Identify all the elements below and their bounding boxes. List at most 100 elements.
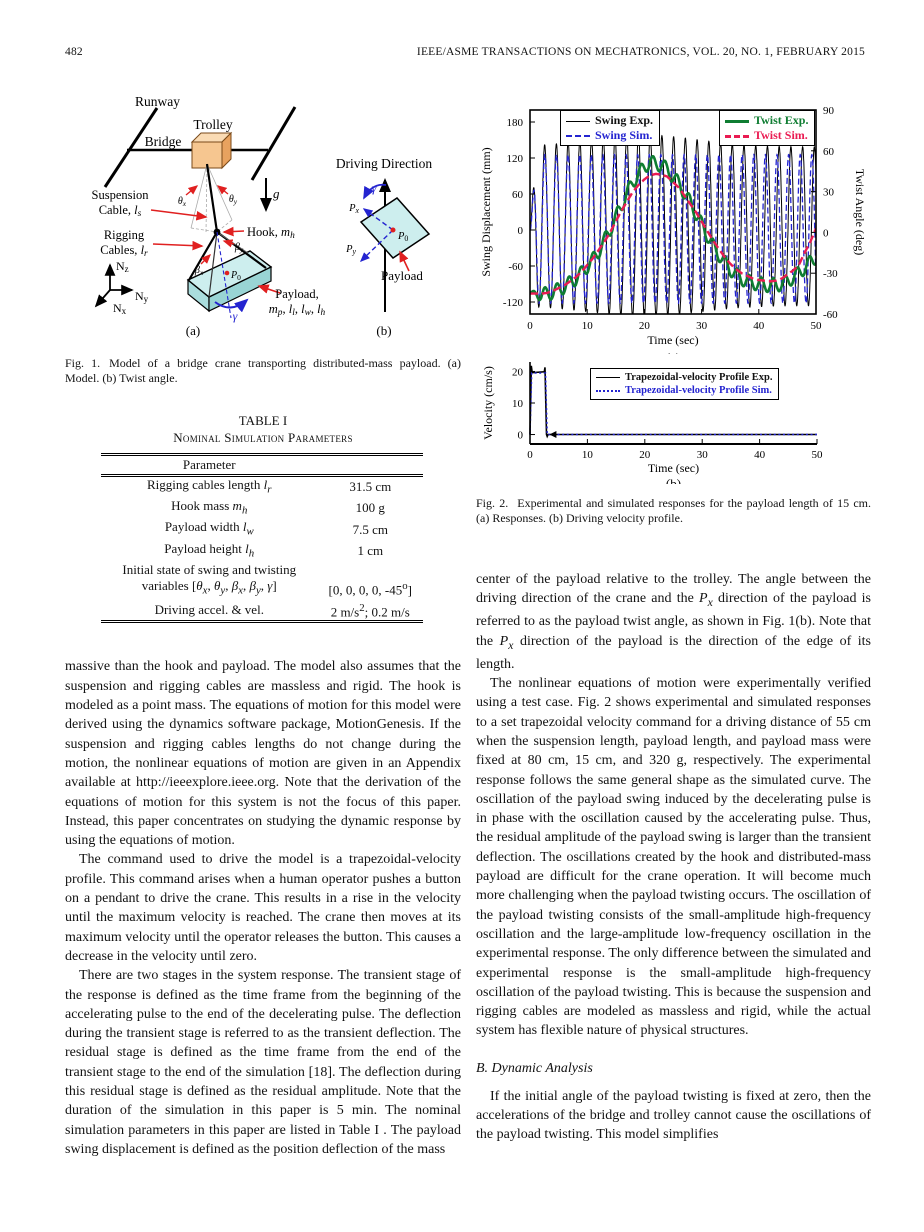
- y-tick-label-left: -120: [503, 297, 524, 309]
- rigging-label-line2: Cables, lr: [100, 243, 148, 259]
- table-cell-value: 100 g: [355, 500, 385, 516]
- ref-line: [190, 163, 208, 229]
- left-column: Runway Trolley Bridge g Suspension Cable…: [65, 90, 461, 1159]
- swing-exp-line-sample: [566, 120, 590, 122]
- y-tick-label: 10: [512, 398, 524, 410]
- x-tick-label: 50: [811, 320, 823, 332]
- figure-2-caption-text: Experimental and simulated responses for…: [476, 496, 871, 525]
- gamma-b-arc: [363, 183, 387, 200]
- px-arrow: [362, 208, 394, 231]
- paragraph: There are two stages in the system respo…: [65, 968, 461, 1157]
- hook-callout-arrow: [222, 226, 245, 237]
- table-cell-parameter: Initial state of swing and twisting: [122, 561, 297, 577]
- table-1-title-line2: Nominal Simulation Parameters: [173, 430, 353, 445]
- nz-label: Nz: [116, 259, 129, 274]
- y-tick-label-right: -30: [823, 268, 838, 280]
- x-tick-label: 40: [754, 449, 766, 461]
- series-trapezoidal-velocity-profile-exp-: [529, 365, 817, 439]
- table-row: Hook mass mh 100 g: [101, 498, 423, 519]
- paragraph: center of the payload relative to the tr…: [476, 572, 872, 672]
- legend-label: Swing Exp.: [595, 113, 654, 127]
- legend-label: Trapezoidal-velocity Profile Exp.: [625, 372, 773, 383]
- figure-2b: 0 10 20 30 40 50 0 10 20 Time (sec) Velocity (cm/s…: [476, 354, 870, 491]
- section-heading: B. Dynamic Analysis: [476, 1060, 593, 1076]
- ref-line: [205, 163, 208, 234]
- gravity-label: g: [273, 186, 280, 201]
- table-row: variables [θx, θy, βx, βy, γ] [0, 0, 0, 0…: [101, 578, 423, 599]
- table-row: Payload height lh 1 cm: [101, 541, 423, 562]
- ny-label: Ny: [135, 289, 149, 304]
- paragraph: The nonlinear equations of motion were e…: [476, 676, 871, 1039]
- y-tick-label-right: 30: [823, 187, 835, 199]
- y-axis-label-left: Swing Displacement (mm): [479, 147, 493, 276]
- rigging-cable-line: [216, 231, 249, 254]
- page-number: 482: [65, 46, 83, 58]
- series-swing-sim-: [530, 153, 816, 305]
- figure-2a: 0 10 20 30 40 50 180 120 60 0 -60 -120 90 60 30 0 -30 -60…: [476, 98, 870, 365]
- table-cell-parameter: Driving accel. & vel.: [154, 601, 264, 617]
- figure-1-drawing: Runway Trolley Bridge g Suspension Cable…: [92, 94, 433, 338]
- p0-a-label: P0: [230, 270, 241, 282]
- trolley-front-face: [191, 141, 223, 169]
- theta-y-label: θy: [229, 194, 238, 206]
- y-tick-label-left: 60: [512, 189, 524, 201]
- payload-b-label: Payload: [381, 268, 423, 283]
- axis-nx-arrow: [94, 289, 111, 308]
- table-cell-value: 31.5 cm: [349, 479, 392, 495]
- x-axis-label: Time (sec): [648, 461, 699, 475]
- ref-line: [190, 227, 218, 233]
- paragraph: The command used to drive the model is a…: [65, 852, 461, 964]
- series-twist-sim-: [530, 172, 816, 295]
- right-column-text: center of the payload relative to the tr…: [476, 570, 871, 1145]
- legend-swing: Swing Exp. Swing Sim.: [560, 110, 661, 146]
- legend-label: Twist Exp.: [754, 113, 809, 127]
- table-1-header-value: [317, 454, 423, 477]
- p0-b-label: P0: [397, 231, 408, 243]
- beta-y-label: βy: [234, 242, 244, 254]
- legend-velocity: Trapezoidal-velocity Profile Exp. Trapez…: [590, 368, 780, 400]
- legend-label: Twist Sim.: [754, 128, 808, 142]
- swing-sim-line-sample: [566, 135, 590, 138]
- payload-center-dot: [224, 270, 230, 276]
- legend-item: Twist Sim.: [725, 128, 808, 143]
- legend-twist: Twist Exp. Twist Sim.: [719, 110, 816, 146]
- beta-x-arrow: [200, 254, 211, 265]
- paragraph: If the initial angle of the payload twis…: [476, 1088, 871, 1143]
- table-1-header-parameter: Parameter: [101, 454, 318, 477]
- payload-label-line1: Payload,: [275, 287, 318, 301]
- payload-top-face: [186, 250, 273, 298]
- payload-b-callout-arrow: [399, 250, 410, 272]
- beta-y-arrow: [222, 239, 235, 248]
- y-tick-label-left: 120: [507, 153, 524, 165]
- table-row: Payload width lw 7.5 cm: [101, 519, 423, 540]
- y-tick-label-right: 60: [823, 146, 835, 158]
- velocity-sim-line-sample: [596, 389, 620, 392]
- table-cell-parameter: Payload height lh: [164, 540, 255, 560]
- y-tick-label-left: -60: [508, 261, 523, 273]
- table-cell-value: [0, 0, 0, 0, -45o]: [328, 580, 412, 598]
- table-1-title-line1: TABLE I: [238, 413, 288, 428]
- fig1-sublabel-a: (a): [186, 323, 200, 338]
- rigging-label-line1: Rigging: [104, 228, 145, 242]
- payload-b-rect: [359, 197, 431, 259]
- y-tick-label-right: 0: [823, 227, 829, 239]
- legend-label: Trapezoidal-velocity Profile Sim.: [625, 385, 772, 396]
- twist-rotation-arrow: [214, 298, 249, 313]
- y-tick-label-left: 180: [507, 117, 524, 129]
- payload-label-line2: mp, ll, lw, lh: [269, 302, 326, 318]
- x-tick-label: 30: [696, 320, 708, 332]
- beta-x-label: βx: [194, 265, 204, 277]
- theta-x-arrow: [185, 185, 199, 196]
- px-label: Px: [348, 203, 359, 215]
- y-tick-label-left: 0: [518, 225, 524, 237]
- gamma-a-label: γ: [233, 309, 238, 323]
- figure-1-caption: Fig. 1. Model of a bridge crane transport…: [65, 356, 461, 386]
- x-tick-label: 0: [527, 320, 533, 332]
- fig1-sublabel-b: (b): [376, 323, 391, 338]
- hook-label: Hook, mh: [247, 225, 295, 241]
- x-tick-label: 0: [527, 449, 533, 461]
- figure-2-caption-tag: Fig. 2.: [476, 496, 509, 510]
- trolley-label: Trolley: [193, 117, 233, 132]
- payload-callout-arrow: [257, 284, 281, 294]
